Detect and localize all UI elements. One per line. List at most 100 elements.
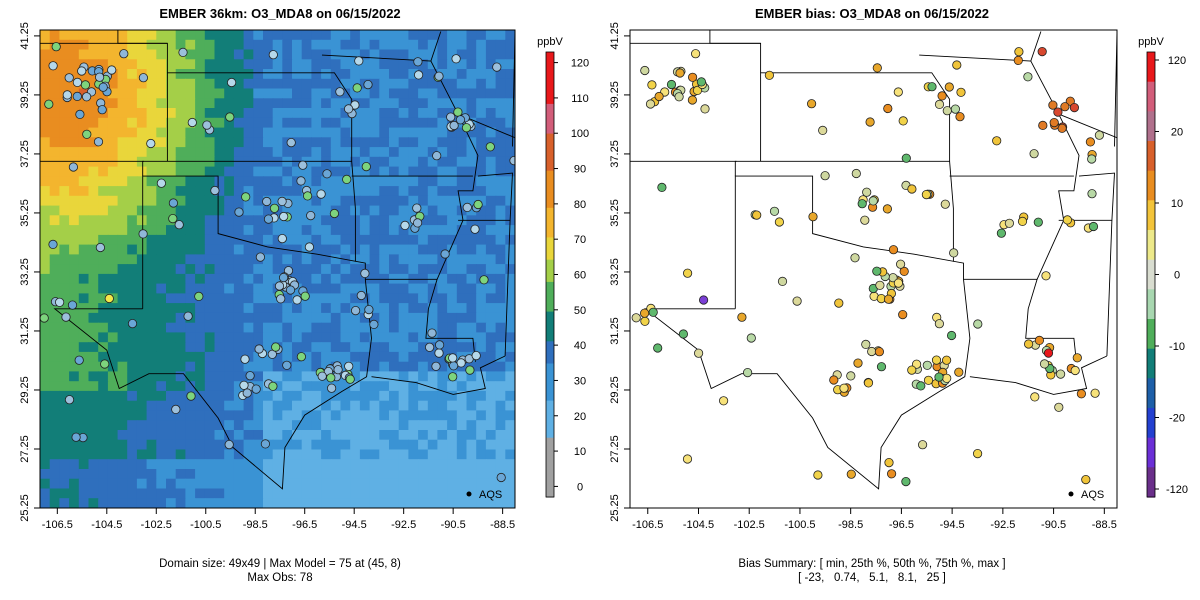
model-cell: [204, 342, 216, 353]
model-cell: [78, 469, 90, 480]
model-cell: [272, 108, 283, 119]
model-cell: [350, 117, 361, 129]
model-cell: [282, 78, 293, 90]
obs-point: [326, 373, 336, 383]
model-cell: [69, 293, 80, 304]
model-cell: [389, 459, 400, 470]
model-cell: [292, 108, 303, 119]
colorbar-swatch: [1147, 66, 1155, 75]
model-cell: [78, 98, 90, 109]
model-cell: [214, 410, 225, 421]
model-cell: [272, 498, 283, 508]
model-cell: [301, 449, 312, 460]
model-cell: [204, 254, 216, 265]
obs-point: [916, 381, 926, 391]
model-cell: [263, 459, 274, 470]
model-cell: [311, 351, 322, 363]
model-cell: [485, 205, 497, 216]
colorbar-swatch: [546, 185, 554, 194]
model-cell: [301, 400, 312, 412]
obs-point: [251, 384, 261, 394]
model-cell: [292, 137, 303, 148]
model-cell: [214, 254, 225, 265]
model-cell: [476, 78, 487, 90]
model-cell: [107, 156, 119, 168]
obs-point: [1087, 154, 1097, 164]
model-cell: [311, 303, 322, 314]
model-cell: [49, 400, 60, 412]
model-cell: [398, 59, 409, 70]
model-cell: [476, 303, 487, 314]
model-cell: [359, 98, 371, 109]
model-cell: [301, 69, 312, 80]
model-cell: [175, 469, 186, 480]
model-cell: [447, 469, 458, 480]
model-cell: [330, 137, 342, 148]
model-cell: [146, 244, 157, 255]
model-cell: [117, 186, 128, 197]
y-tick-label: 37.25: [609, 140, 621, 168]
model-cell: [359, 69, 371, 80]
colorbar-tick-label: 10: [1171, 198, 1183, 210]
model-cell: [107, 439, 119, 451]
model-cell: [359, 488, 371, 499]
model-cell: [136, 156, 148, 168]
model-cell: [88, 410, 99, 421]
model-cell: [389, 410, 400, 421]
model-cell: [263, 283, 274, 294]
right-footer-line1: Bias Summary: [ min, 25th %, 50th %, 75t…: [738, 558, 1006, 570]
model-cell: [505, 303, 515, 314]
obs-point: [893, 278, 904, 288]
model-cell: [78, 49, 90, 60]
obs-point: [972, 448, 983, 459]
obs-point: [329, 208, 339, 219]
model-cell: [263, 244, 274, 255]
model-cell: [49, 117, 60, 129]
model-cell: [476, 49, 487, 60]
model-cell: [224, 283, 235, 294]
model-cell: [389, 488, 400, 499]
model-cell: [98, 459, 109, 470]
model-cell: [350, 371, 361, 382]
colorbar-swatch: [1147, 459, 1155, 468]
model-cell: [185, 303, 196, 314]
model-cell: [505, 195, 515, 207]
model-cell: [175, 332, 186, 343]
obs-point: [82, 92, 92, 102]
model-cell: [195, 215, 206, 226]
model-cell: [98, 469, 109, 480]
model-cell: [233, 420, 245, 431]
model-cell: [389, 88, 400, 99]
model-cell: [456, 225, 468, 236]
model-cell: [495, 293, 506, 304]
model-cell: [272, 186, 283, 197]
obs-point: [350, 305, 361, 316]
model-cell: [427, 30, 439, 41]
model-cell: [233, 234, 245, 246]
model-cell: [185, 322, 196, 334]
model-cell: [175, 69, 186, 80]
model-cell: [117, 88, 128, 99]
model-cell: [272, 254, 283, 265]
model-cell: [195, 49, 206, 60]
obs-point: [640, 316, 650, 326]
model-cell: [427, 156, 439, 168]
model-cell: [146, 98, 157, 109]
model-cell: [437, 410, 448, 421]
model-cell: [398, 342, 409, 353]
model-cell: [166, 244, 177, 255]
model-cell: [485, 234, 497, 246]
model-cell: [175, 156, 186, 168]
obs-point: [509, 156, 515, 166]
right-axes: -106.5 -104.5 -102.5 -100.5 -98.5 -96.5 -94.5-…: [609, 22, 1118, 531]
model-cell: [301, 137, 312, 148]
model-cell: [156, 108, 167, 119]
model-cell: [69, 69, 80, 80]
model-cell: [495, 390, 506, 402]
model-cell: [204, 351, 216, 363]
obs-point: [302, 191, 313, 201]
model-cell: [466, 59, 477, 70]
model-cell: [107, 98, 119, 109]
model-cell: [117, 371, 128, 382]
model-cell: [379, 186, 390, 197]
